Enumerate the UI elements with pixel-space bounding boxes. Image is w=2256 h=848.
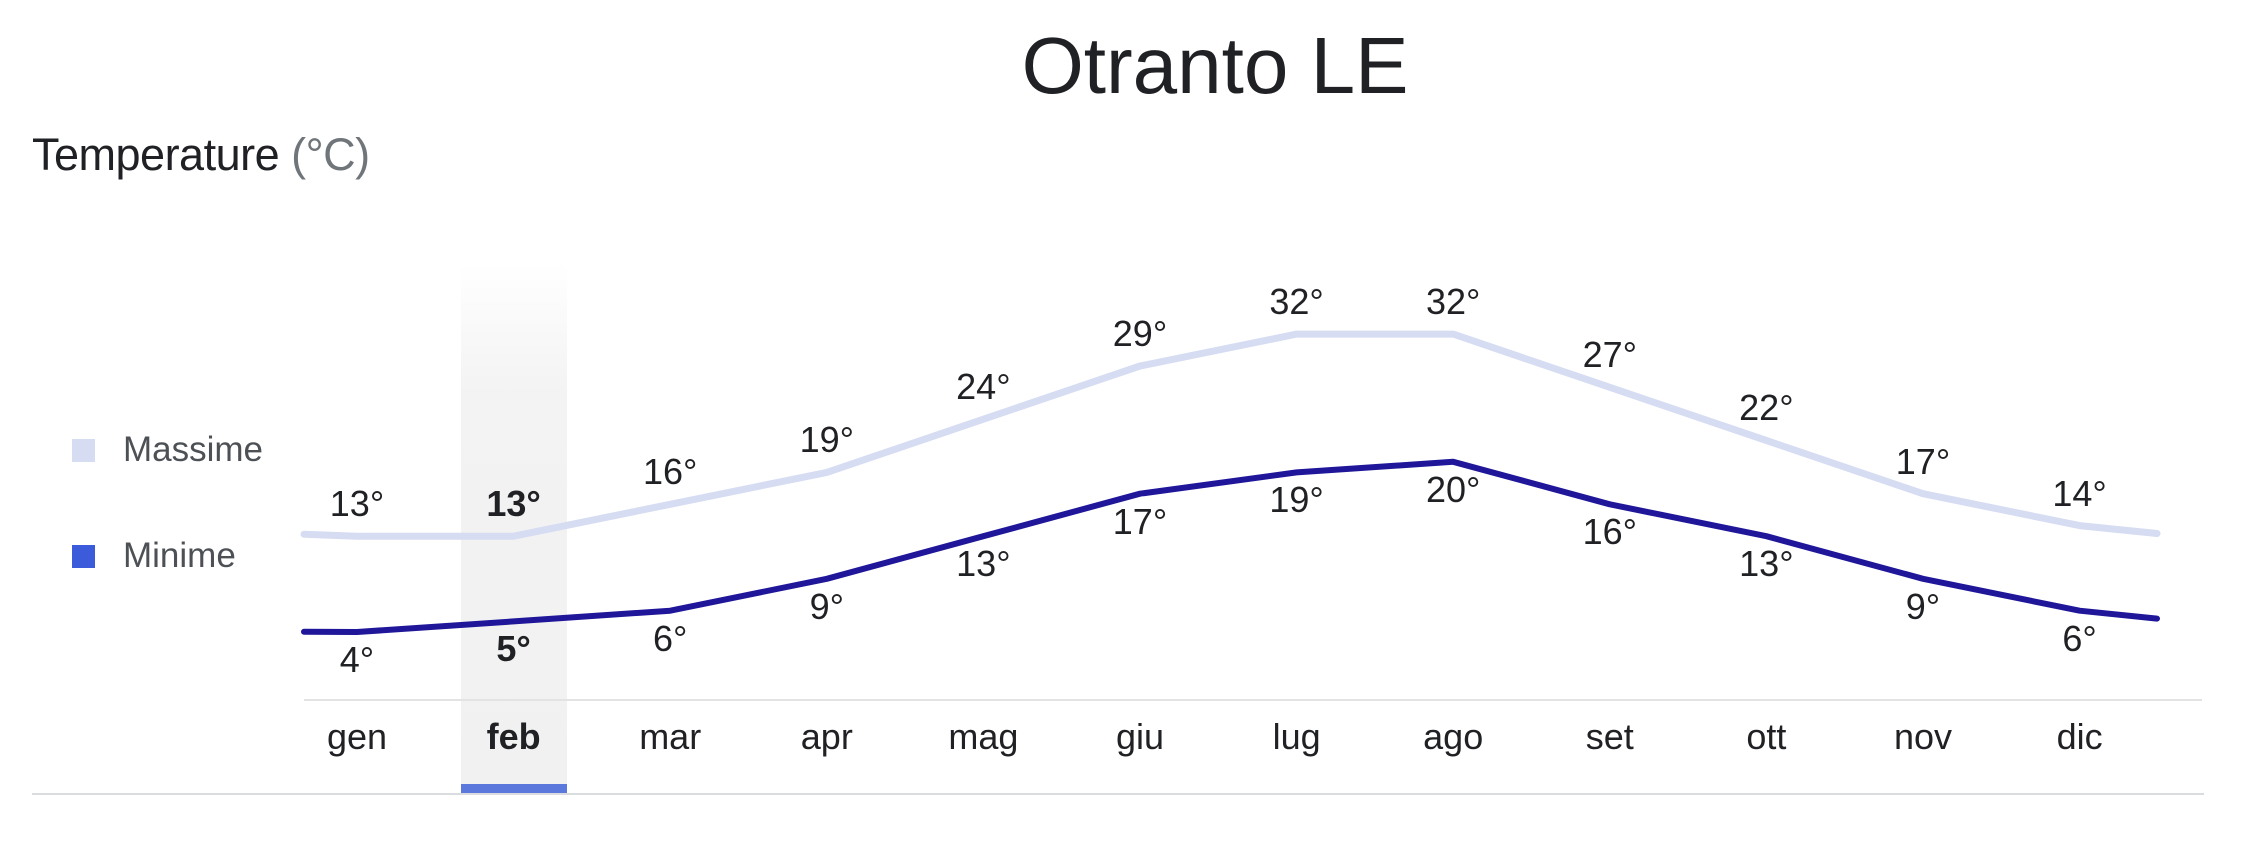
- max-value-label: 32°: [1269, 281, 1324, 323]
- legend-item-min[interactable]: Minime: [72, 536, 236, 576]
- selected-month-highlight: [460, 263, 567, 784]
- legend-label-min: Minime: [123, 536, 236, 575]
- legend-item-max[interactable]: Massime: [72, 430, 263, 470]
- max-value-label: 16°: [642, 451, 698, 493]
- max-value-label: 24°: [956, 366, 1011, 408]
- month-label-feb[interactable]: feb: [486, 716, 541, 757]
- month-column-ago[interactable]: [1375, 263, 1532, 794]
- min-value-label: 9°: [1905, 585, 1941, 627]
- month-column-mar[interactable]: [592, 263, 749, 794]
- month-label-giu[interactable]: giu: [1115, 716, 1165, 757]
- selected-month-underline: [460, 784, 567, 794]
- month-column-dic[interactable]: [2001, 263, 2158, 794]
- max-value-label: 13°: [486, 483, 541, 525]
- max-value-label: 27°: [1582, 334, 1638, 376]
- month-column-feb[interactable]: [435, 263, 592, 794]
- month-column-apr[interactable]: [749, 263, 906, 794]
- legend-label-max: Massime: [123, 430, 264, 469]
- max-value-label: 22°: [1739, 387, 1794, 429]
- max-temperature-line: [300, 330, 2161, 540]
- max-value-label: 14°: [2052, 472, 2107, 514]
- min-value-label: 6°: [652, 617, 688, 659]
- month-label-ago[interactable]: ago: [1423, 716, 1484, 757]
- month-label-apr[interactable]: apr: [800, 716, 853, 757]
- max-value-label: 19°: [799, 419, 855, 461]
- min-value-label: 9°: [809, 585, 845, 627]
- min-value-label: 17°: [1112, 500, 1168, 542]
- month-column-lug[interactable]: [1218, 263, 1375, 794]
- section-heading-label: Temperature: [32, 129, 280, 180]
- month-label-nov[interactable]: nov: [1893, 716, 1953, 757]
- min-value-label: 6°: [2062, 617, 2097, 659]
- bottom-divider: [32, 793, 2204, 795]
- month-label-dic[interactable]: dic: [2056, 716, 2103, 757]
- legend-swatch-max-icon: [72, 438, 95, 462]
- max-value-label: 13°: [329, 483, 385, 525]
- min-value-label: 4°: [339, 639, 375, 680]
- min-value-label: 19°: [1269, 479, 1324, 521]
- min-value-label: 13°: [956, 543, 1011, 585]
- legend-swatch-min-icon: [72, 544, 95, 568]
- section-heading: Temperature (°C): [32, 128, 370, 182]
- month-column-gen[interactable]: [279, 263, 436, 794]
- min-value-label: 13°: [1739, 543, 1794, 585]
- unit-label: (°C): [291, 129, 370, 180]
- month-label-ott[interactable]: ott: [1746, 716, 1787, 757]
- min-value-label: 20°: [1425, 468, 1481, 510]
- page-title: Otranto LE: [1021, 21, 1409, 110]
- min-temperature-line: [301, 458, 2160, 635]
- month-column-mag[interactable]: [905, 263, 1062, 794]
- x-axis-line: [304, 699, 2202, 701]
- month-column-ott[interactable]: [1688, 263, 1845, 794]
- max-value-label: 29°: [1112, 313, 1168, 354]
- max-value-label: 17°: [1895, 440, 1951, 482]
- min-value-label: 16°: [1582, 511, 1638, 553]
- month-label-lug[interactable]: lug: [1272, 716, 1321, 757]
- month-label-gen[interactable]: gen: [326, 716, 388, 757]
- min-value-label: 5°: [496, 628, 531, 670]
- month-label-mag[interactable]: mag: [948, 716, 1019, 757]
- month-label-set[interactable]: set: [1585, 716, 1634, 757]
- max-value-label: 32°: [1425, 281, 1481, 323]
- month-label-mar[interactable]: mar: [639, 716, 702, 757]
- month-column-nov[interactable]: [1845, 263, 2002, 794]
